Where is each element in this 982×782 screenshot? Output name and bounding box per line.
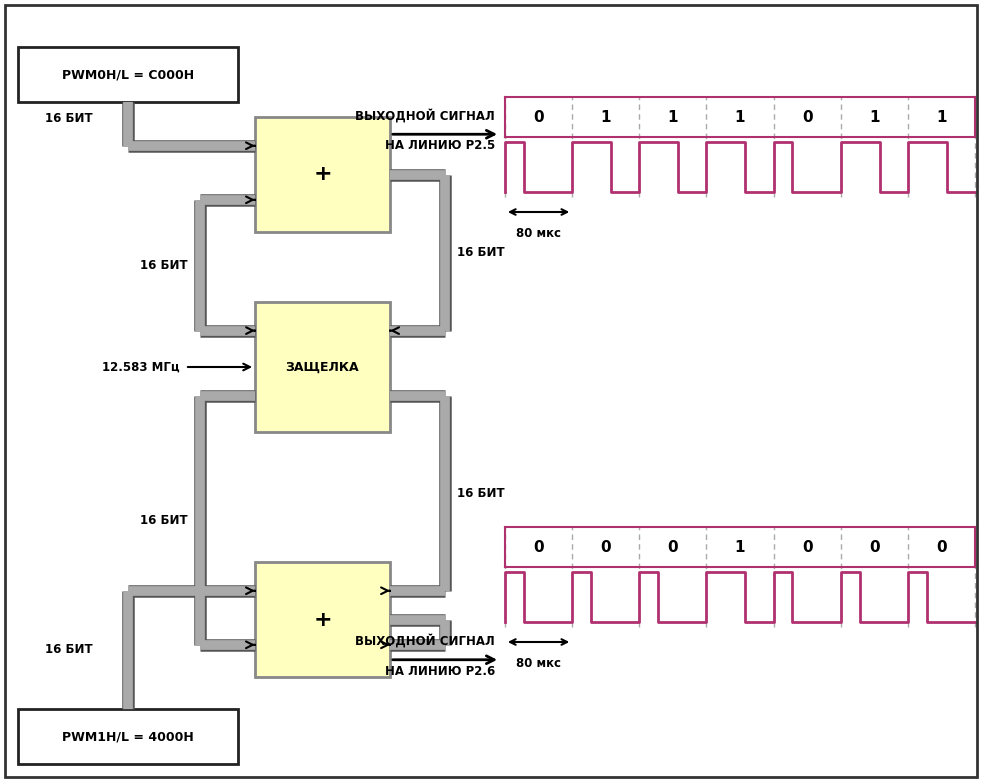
Text: 0: 0 <box>802 540 812 554</box>
Text: 12.583 МГц: 12.583 МГц <box>102 361 180 374</box>
Text: 16 БИТ: 16 БИТ <box>140 514 188 527</box>
Bar <box>255 562 390 677</box>
Text: 1: 1 <box>735 109 745 124</box>
Text: ВЫХОДНОЙ СИГНАЛ: ВЫХОДНОЙ СИГНАЛ <box>355 634 495 647</box>
Text: 1: 1 <box>936 109 947 124</box>
Text: ЗАЩЕЛКА: ЗАЩЕЛКА <box>286 361 359 374</box>
Text: 0: 0 <box>668 540 679 554</box>
Text: 16 БИТ: 16 БИТ <box>457 486 505 500</box>
Text: 0: 0 <box>533 109 544 124</box>
Text: +: + <box>313 609 332 630</box>
Text: НА ЛИНИЮ P2.6: НА ЛИНИЮ P2.6 <box>385 665 495 678</box>
Text: 1: 1 <box>869 109 880 124</box>
Bar <box>18 709 238 764</box>
Text: 16 БИТ: 16 БИТ <box>45 113 93 125</box>
Text: 0: 0 <box>533 540 544 554</box>
Text: 0: 0 <box>936 540 947 554</box>
Text: 80 мкс: 80 мкс <box>517 227 561 240</box>
Text: PWM0H/L = C000H: PWM0H/L = C000H <box>62 68 194 81</box>
Text: 0: 0 <box>600 540 611 554</box>
Text: 80 мкс: 80 мкс <box>517 657 561 670</box>
Text: 16 БИТ: 16 БИТ <box>140 259 188 271</box>
Bar <box>255 117 390 232</box>
Text: 0: 0 <box>802 109 812 124</box>
Bar <box>255 302 390 432</box>
Text: 1: 1 <box>600 109 611 124</box>
Text: 16 БИТ: 16 БИТ <box>457 246 505 259</box>
Text: 16 БИТ: 16 БИТ <box>45 644 93 656</box>
Bar <box>18 47 238 102</box>
Text: ВЫХОДНОЙ СИГНАЛ: ВЫХОДНОЙ СИГНАЛ <box>355 109 495 122</box>
Text: НА ЛИНИЮ P2.5: НА ЛИНИЮ P2.5 <box>385 139 495 152</box>
Text: 1: 1 <box>668 109 679 124</box>
Text: PWM1H/L = 4000H: PWM1H/L = 4000H <box>62 730 193 743</box>
Text: 0: 0 <box>869 540 880 554</box>
Text: +: + <box>313 164 332 185</box>
Text: 1: 1 <box>735 540 745 554</box>
